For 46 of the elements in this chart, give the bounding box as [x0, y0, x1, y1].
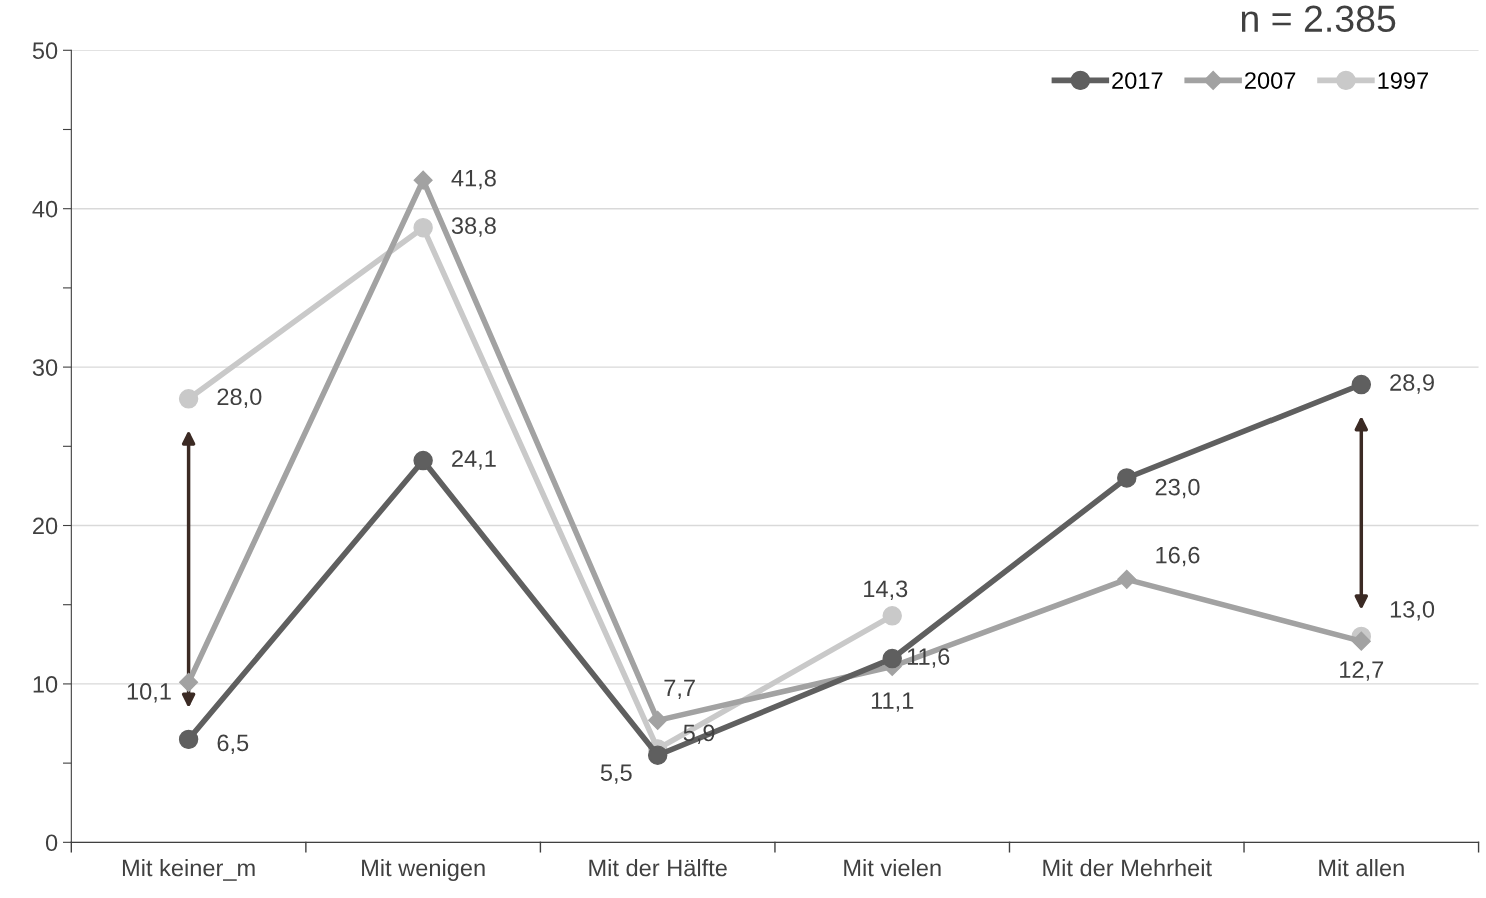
- point: [413, 217, 433, 238]
- data-label: 13,0: [1390, 601, 1435, 621]
- legend-label: 1997: [1378, 72, 1428, 89]
- point: [1117, 468, 1137, 488]
- data-label: 5,5: [600, 764, 632, 784]
- y-tick-label: 50: [32, 42, 58, 60]
- x-tick-label: Mit allen: [1319, 858, 1404, 877]
- data-label: 11,6: [907, 648, 950, 668]
- legend-label: 2007: [1245, 72, 1296, 89]
- point: [1351, 631, 1371, 651]
- data-label: 7,7: [664, 679, 695, 699]
- point: [882, 648, 902, 669]
- x-tick-label: Mit keiner_m: [122, 858, 255, 881]
- y-tick-label: 30: [32, 359, 58, 376]
- legend-label: 2017: [1112, 72, 1163, 89]
- y-tick-label: 10: [33, 675, 58, 693]
- point: [1117, 569, 1137, 589]
- point: [178, 729, 199, 750]
- data-label: 23,0: [1155, 478, 1200, 499]
- point: [882, 606, 902, 626]
- data-label: 41,8: [451, 169, 496, 190]
- y-tick-label: 20: [33, 517, 58, 535]
- x-tick-label: Mit vielen: [844, 858, 941, 877]
- point: [179, 672, 199, 692]
- x-tick-label: Mit der Hälfte: [589, 858, 727, 877]
- data-label: 14,3: [864, 580, 908, 600]
- text: n = 2.385: [1241, 5, 1396, 33]
- data-label: 28,0: [217, 388, 262, 408]
- point: [413, 170, 433, 190]
- point: [648, 710, 668, 730]
- point: [178, 389, 199, 409]
- data-label: 11,1: [871, 692, 914, 712]
- point: [413, 450, 433, 471]
- data-label: 6,5: [217, 734, 249, 755]
- data-label: 28,9: [1390, 374, 1434, 394]
- y-tick-label: 0: [45, 834, 58, 852]
- data-label: 24,1: [452, 450, 496, 470]
- x-tick-label: Mit der Mehrheit: [1043, 858, 1212, 877]
- y-tick-label: 40: [32, 200, 58, 218]
- x-tick-label: Mit wenigen: [362, 858, 485, 881]
- data-label: 10,1: [127, 683, 171, 703]
- data-label: 16,6: [1156, 546, 1200, 567]
- point: [647, 745, 668, 765]
- data-label: 12,7: [1340, 661, 1384, 681]
- data-label: 38,8: [451, 217, 496, 237]
- point: [1351, 374, 1372, 395]
